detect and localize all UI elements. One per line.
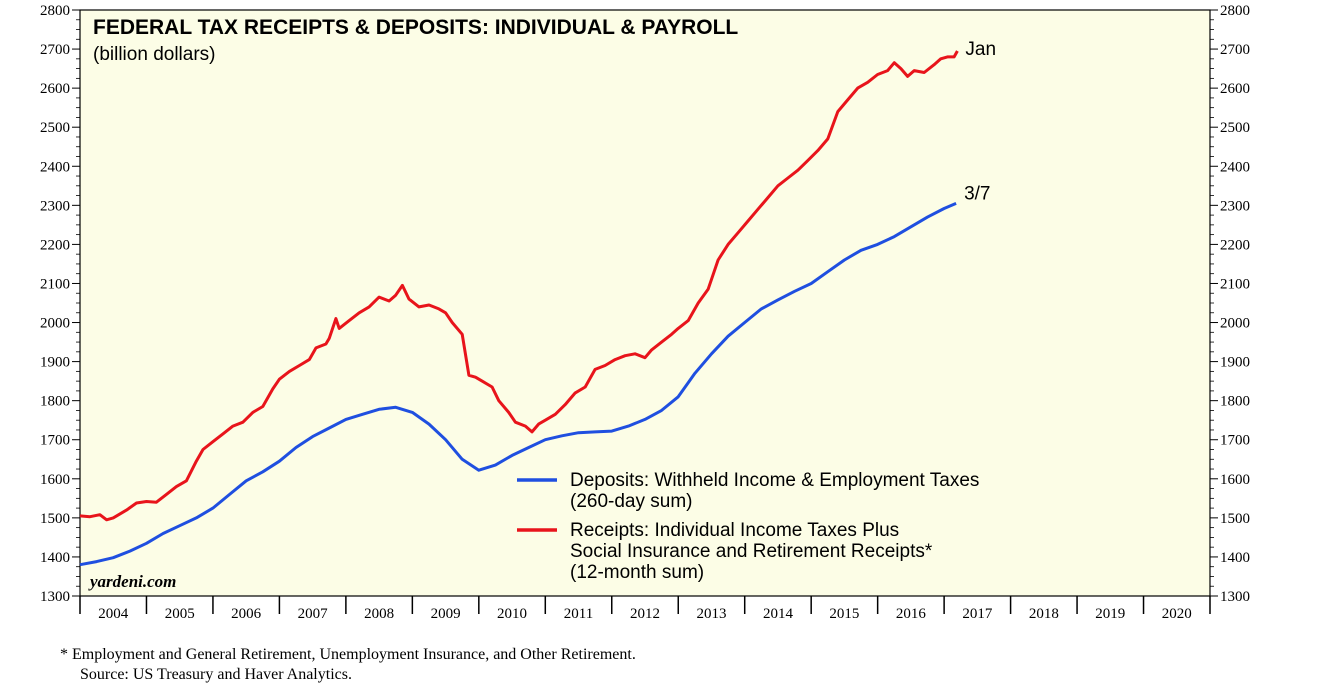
y-tick-label-left: 1900	[40, 355, 70, 371]
series-line-receipts	[79, 50, 959, 522]
y-tick-label-left: 2400	[40, 159, 70, 175]
y-tick-label-left: 2200	[40, 237, 70, 253]
plot-area	[79, 9, 1211, 597]
y-tick-label-right: 2600	[1220, 81, 1250, 97]
y-tick-label-right: 2700	[1220, 42, 1250, 58]
x-tick-label: 2020	[1162, 606, 1192, 622]
x-tick-label: 2010	[497, 606, 527, 622]
y-tick-label-left: 1600	[40, 472, 70, 488]
y-tick-label-right: 2100	[1220, 276, 1250, 292]
x-axis: 2004 2005 2006 2007 2008 2009 2010 2011 2012 2013…	[79, 596, 1211, 622]
chart-title: FEDERAL TAX RECEIPTS & DEPOSITS: INDIVID…	[93, 16, 738, 39]
series-group	[79, 50, 959, 567]
y-tick-label-right: 2800	[1220, 3, 1250, 19]
source-note: Source: US Treasury and Haver Analytics.	[80, 666, 352, 683]
y-axis-right: 1300 1400 1500 1600 1700 1800 1900 2000 2100 2200…	[1210, 3, 1250, 605]
y-tick-label-right: 1300	[1220, 589, 1250, 605]
legend-label-deposits-line2: (260-day sum)	[570, 491, 693, 512]
footnote: * Employment and General Retirement, Une…	[60, 646, 636, 663]
y-tick-label-left: 1500	[40, 511, 70, 527]
y-tick-label-right: 1400	[1220, 550, 1250, 566]
x-tick-label: 2019	[1095, 606, 1125, 622]
brand-label: yardeni.com	[88, 572, 176, 591]
y-tick-label-left: 2000	[40, 316, 70, 332]
x-tick-label: 2006	[231, 606, 262, 622]
legend-label-receipts-line2: Social Insurance and Retirement Receipts…	[570, 541, 933, 562]
legend-label-receipts-line3: (12-month sum)	[570, 562, 704, 583]
x-tick-label: 2011	[564, 606, 593, 622]
y-tick-label-left: 1700	[40, 433, 70, 449]
y-tick-label-left: 1300	[40, 589, 70, 605]
x-tick-label: 2004	[98, 606, 129, 622]
x-tick-label: 2008	[364, 606, 394, 622]
x-tick-label: 2017	[962, 606, 993, 622]
y-tick-label-right: 1500	[1220, 511, 1250, 527]
x-tick-label: 2009	[431, 606, 461, 622]
y-tick-label-right: 1900	[1220, 355, 1250, 371]
y-tick-label-right: 2000	[1220, 316, 1250, 332]
x-tick-label: 2005	[165, 606, 195, 622]
y-tick-label-left: 2500	[40, 120, 70, 136]
y-tick-label-right: 2200	[1220, 237, 1250, 253]
series-line-deposits	[79, 202, 957, 567]
x-tick-label: 2007	[298, 606, 329, 622]
x-tick-label: 2013	[696, 606, 726, 622]
end-label-receipts: Jan	[965, 39, 996, 60]
y-tick-label-left: 2100	[40, 276, 70, 292]
y-tick-label-right: 2300	[1220, 198, 1250, 214]
legend-label-deposits: Deposits: Withheld Income & Employment T…	[570, 470, 979, 491]
x-tick-label: 2016	[896, 606, 927, 622]
legend-label-receipts: Receipts: Individual Income Taxes Plus	[570, 520, 899, 541]
x-tick-label: 2018	[1029, 606, 1059, 622]
y-tick-label-right: 2500	[1220, 120, 1250, 136]
y-axis-left: 1300 1400 1500 1600 1700 1800 1900 2000 2100 2200…	[40, 3, 80, 605]
y-tick-label-left: 1400	[40, 550, 70, 566]
y-tick-label-left: 2800	[40, 3, 70, 19]
y-tick-label-right: 2400	[1220, 159, 1250, 175]
x-tick-label: 2012	[630, 606, 660, 622]
end-label-deposits: 3/7	[964, 183, 990, 204]
chart-subtitle: (billion dollars)	[93, 44, 216, 65]
y-tick-label-left: 2700	[40, 42, 70, 58]
y-tick-label-left: 2300	[40, 198, 70, 214]
y-tick-label-left: 2600	[40, 81, 70, 97]
x-tick-label: 2015	[829, 606, 859, 622]
x-tick-label: 2014	[763, 606, 794, 622]
y-tick-label-right: 1600	[1220, 472, 1250, 488]
y-tick-label-right: 1800	[1220, 394, 1250, 410]
y-tick-label-right: 1700	[1220, 433, 1250, 449]
y-tick-label-left: 1800	[40, 394, 70, 410]
chart: 1300 1400 1500 1600 1700 1800 1900 2000 2100 2200…	[40, 3, 1250, 622]
legend: Deposits: Withheld Income & Employment T…	[517, 470, 979, 583]
